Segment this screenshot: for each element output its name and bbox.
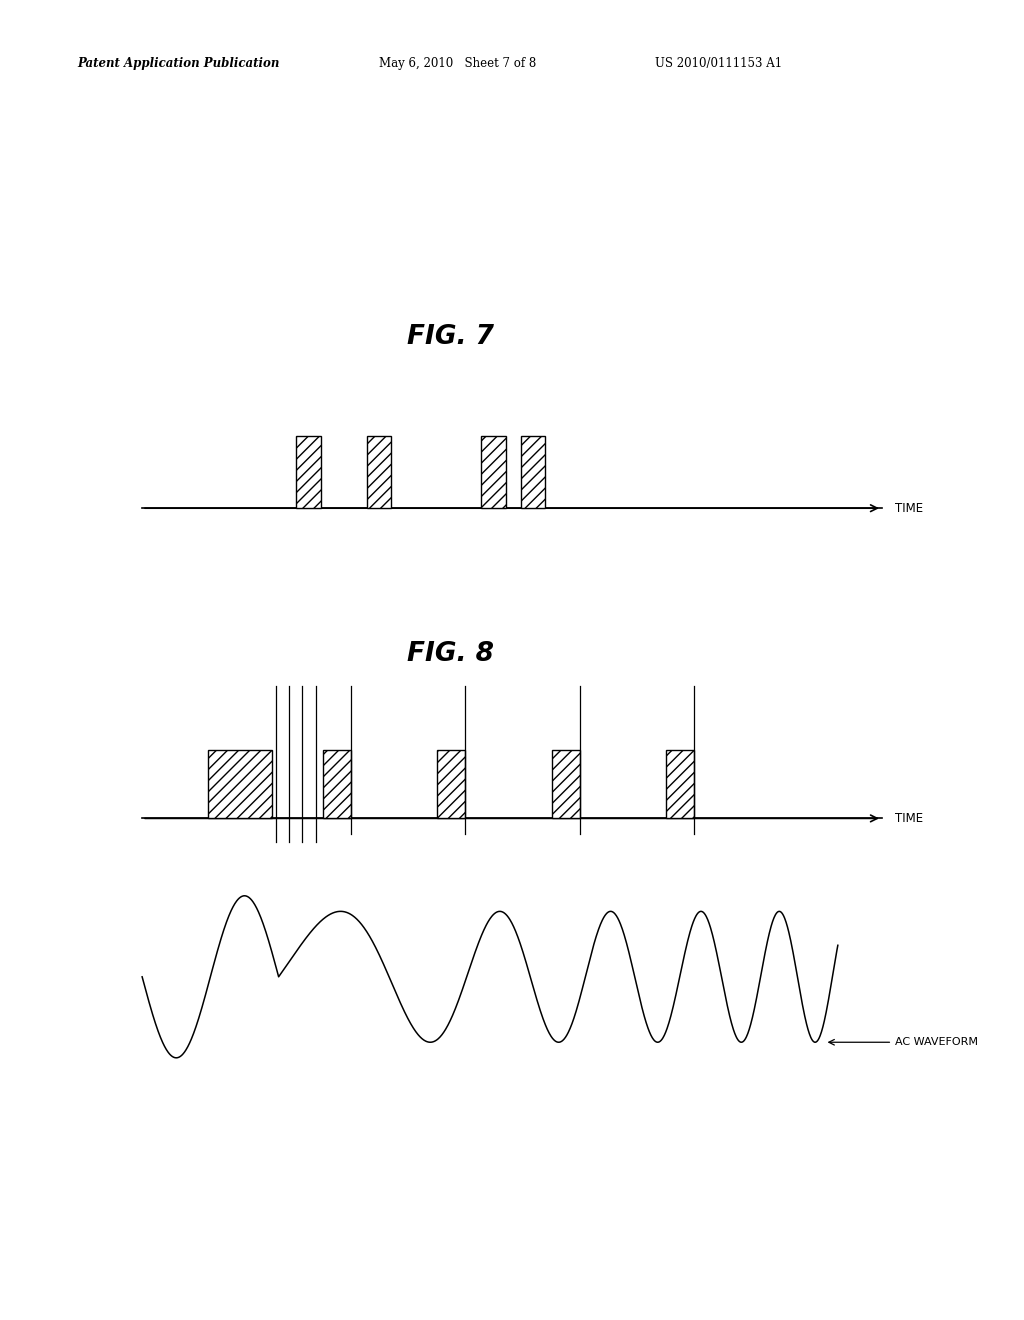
Bar bbox=[521, 436, 546, 508]
Bar bbox=[666, 750, 694, 818]
Bar bbox=[208, 750, 271, 818]
Bar bbox=[296, 436, 321, 508]
Bar bbox=[552, 750, 580, 818]
Bar bbox=[481, 436, 506, 508]
Text: FIG. 7: FIG. 7 bbox=[408, 323, 494, 350]
Text: US 2010/0111153 A1: US 2010/0111153 A1 bbox=[655, 57, 782, 70]
Bar bbox=[323, 750, 351, 818]
Text: May 6, 2010   Sheet 7 of 8: May 6, 2010 Sheet 7 of 8 bbox=[379, 57, 537, 70]
Text: TIME: TIME bbox=[895, 812, 924, 825]
Bar bbox=[367, 436, 391, 508]
Text: Patent Application Publication: Patent Application Publication bbox=[77, 57, 280, 70]
Bar bbox=[437, 750, 465, 818]
Text: TIME: TIME bbox=[895, 502, 924, 515]
Text: FIG. 8: FIG. 8 bbox=[408, 640, 494, 667]
Text: AC WAVEFORM: AC WAVEFORM bbox=[828, 1038, 978, 1047]
